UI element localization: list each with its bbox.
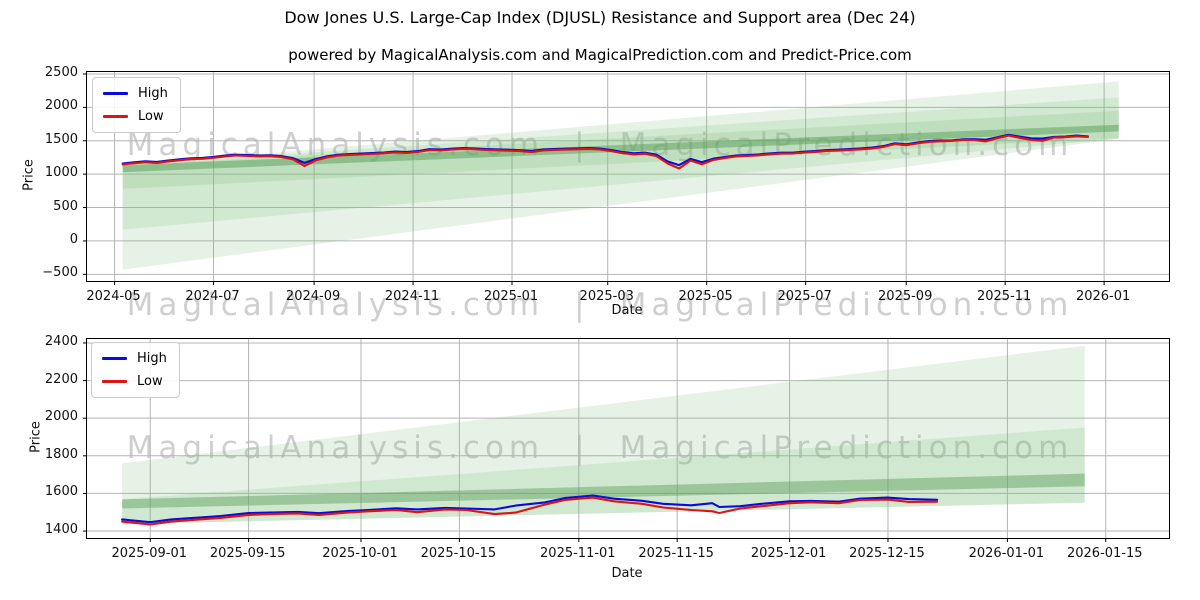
y-tick-label: 500	[53, 198, 78, 214]
y-tick-label: 1600	[44, 484, 78, 500]
legend-label-high: High	[137, 351, 167, 366]
high-line	[121, 494, 939, 524]
legend-item-low: Low	[103, 109, 168, 124]
legend-label-low: Low	[137, 374, 163, 389]
bottom-chart-legend: High Low	[91, 342, 180, 398]
x-tick-label: 2025-09-01	[111, 546, 187, 561]
legend-item-low: Low	[102, 374, 167, 389]
x-tick-label: 2025-10-01	[322, 546, 398, 561]
x-tick-label: 2024-09	[285, 289, 341, 304]
low-line-swatch	[103, 115, 128, 118]
bottom-chart-plot-area	[83, 338, 1170, 542]
top-chart-plot-area	[83, 71, 1170, 285]
x-tick-label: 2025-05	[678, 289, 733, 304]
legend-label-low: Low	[138, 109, 164, 124]
x-tick-label: 2025-12-15	[849, 546, 925, 561]
low-line	[121, 496, 939, 526]
top-chart-legend: High Low	[92, 77, 181, 133]
x-tick-label: 2025-03	[579, 289, 634, 304]
support-outer	[122, 81, 1119, 270]
x-tick-label: 2025-01	[483, 289, 539, 304]
x-tick-label: 2025-09	[878, 289, 933, 304]
high-line-swatch	[103, 92, 128, 95]
y-tick-label: 1400	[44, 522, 78, 538]
x-tick-label: 2025-11	[976, 289, 1032, 304]
x-tick-label: 2025-11-01	[540, 546, 616, 561]
y-tick-label: 2000	[44, 98, 78, 114]
watermark-analysis: MagicalAnalysis.com	[126, 287, 545, 323]
figure-subtitle: powered by MagicalAnalysis.com and Magic…	[288, 46, 912, 64]
top-chart-x-axis-label: Date	[611, 303, 643, 318]
x-tick-label: 2024-05	[86, 289, 141, 304]
figure-title: Dow Jones U.S. Large-Cap Index (DJUSL) R…	[284, 8, 916, 27]
watermark-separator: |	[574, 127, 589, 163]
support-mid	[122, 97, 1119, 230]
x-tick-label: 2025-09-15	[209, 546, 286, 561]
watermark-row: MagicalAnalysis.com|MagicalPrediction.co…	[127, 430, 1074, 466]
x-tick-label: 2026-01-01	[968, 546, 1045, 561]
watermark-prediction: MagicalPrediction.com	[619, 287, 1074, 323]
chart-canvas	[83, 339, 1169, 542]
y-tick-label: 2500	[44, 65, 78, 80]
x-tick-label: 2024-11	[384, 289, 440, 304]
y-tick-label: 1500	[44, 131, 78, 147]
y-tick-label: 2400	[44, 333, 78, 349]
watermark-analysis: MagicalAnalysis.com	[127, 430, 544, 466]
x-tick-label: 2025-12-01	[750, 546, 827, 561]
x-tick-label: 2026-01-15	[1066, 546, 1143, 561]
low-line-swatch	[102, 380, 127, 383]
x-tick-label: 2025-07	[777, 289, 832, 304]
y-tick-label: 1800	[44, 446, 78, 462]
y-tick-label: 1000	[44, 165, 78, 181]
watermark-separator: |	[574, 287, 590, 323]
watermark-prediction: MagicalPrediction.com	[620, 430, 1074, 466]
chart-canvas	[83, 72, 1169, 285]
low-line	[121, 134, 1089, 170]
y-tick-label: −500	[42, 265, 78, 281]
x-tick-label: 2025-10-15	[420, 546, 497, 561]
legend-item-high: High	[103, 86, 168, 101]
high-line-swatch	[102, 357, 127, 360]
legend-item-high: High	[102, 351, 167, 366]
y-tick-label: 2200	[44, 371, 78, 387]
x-tick-label: 2024-07	[185, 289, 240, 304]
watermark-row: MagicalAnalysis.com | MagicalPrediction.co…	[127, 287, 1074, 323]
y-tick-label: 2000	[44, 409, 78, 425]
x-tick-label: 2026-01	[1075, 289, 1131, 304]
support-stripe	[122, 124, 1119, 173]
bottom-chart-x-axis-label: Date	[611, 566, 643, 581]
support-stripe	[122, 473, 1085, 509]
legend-label-high: High	[138, 86, 168, 101]
x-tick-label: 2025-11-15	[638, 546, 714, 561]
y-tick-label: 0	[69, 231, 78, 247]
support-outer	[122, 345, 1085, 525]
